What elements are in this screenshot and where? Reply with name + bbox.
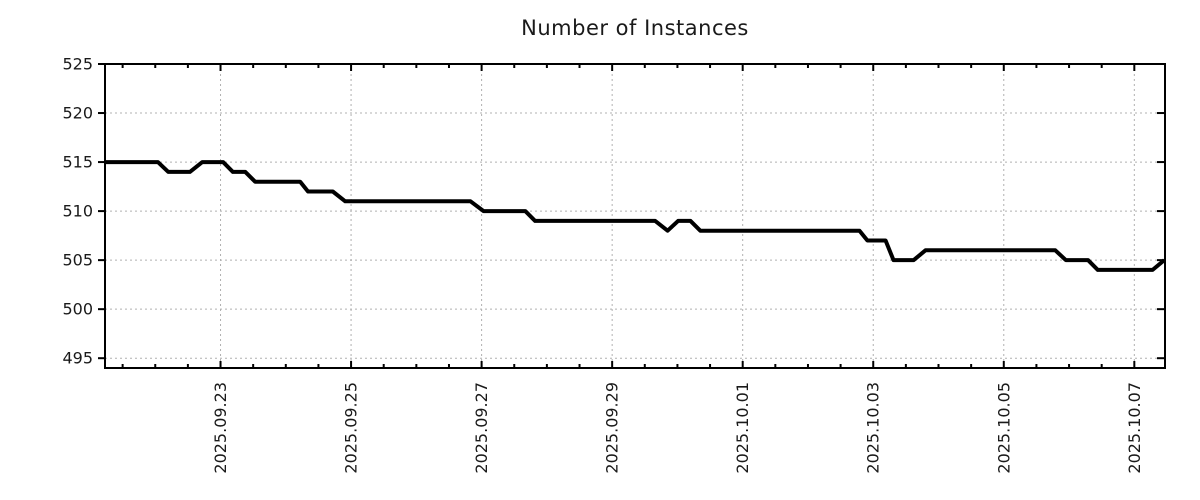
x-tick-label: 2025.09.25 — [342, 382, 361, 474]
plot-border — [104, 63, 1166, 369]
y-tick-label: 500 — [62, 300, 93, 319]
y-tick-label: 520 — [62, 104, 93, 123]
chart-title: Number of Instances — [521, 16, 749, 40]
x-tick-label: 2025.10.07 — [1125, 382, 1144, 474]
x-tick-label: 2025.10.03 — [864, 382, 883, 474]
y-tick-label: 525 — [62, 55, 93, 74]
y-tick-label: 495 — [62, 349, 93, 368]
data-line-instances — [105, 160, 1166, 272]
y-tick-label: 515 — [62, 153, 93, 172]
x-tick-label: 2025.10.05 — [994, 382, 1013, 474]
x-tick-label: 2025.09.29 — [603, 382, 622, 474]
x-tick-label: 2025.09.27 — [472, 382, 491, 474]
x-tick-label: 2025.09.23 — [211, 382, 230, 474]
y-tick-label: 505 — [62, 251, 93, 270]
y-tick-label: 510 — [62, 202, 93, 221]
x-tick-label: 2025.10.01 — [733, 382, 752, 474]
